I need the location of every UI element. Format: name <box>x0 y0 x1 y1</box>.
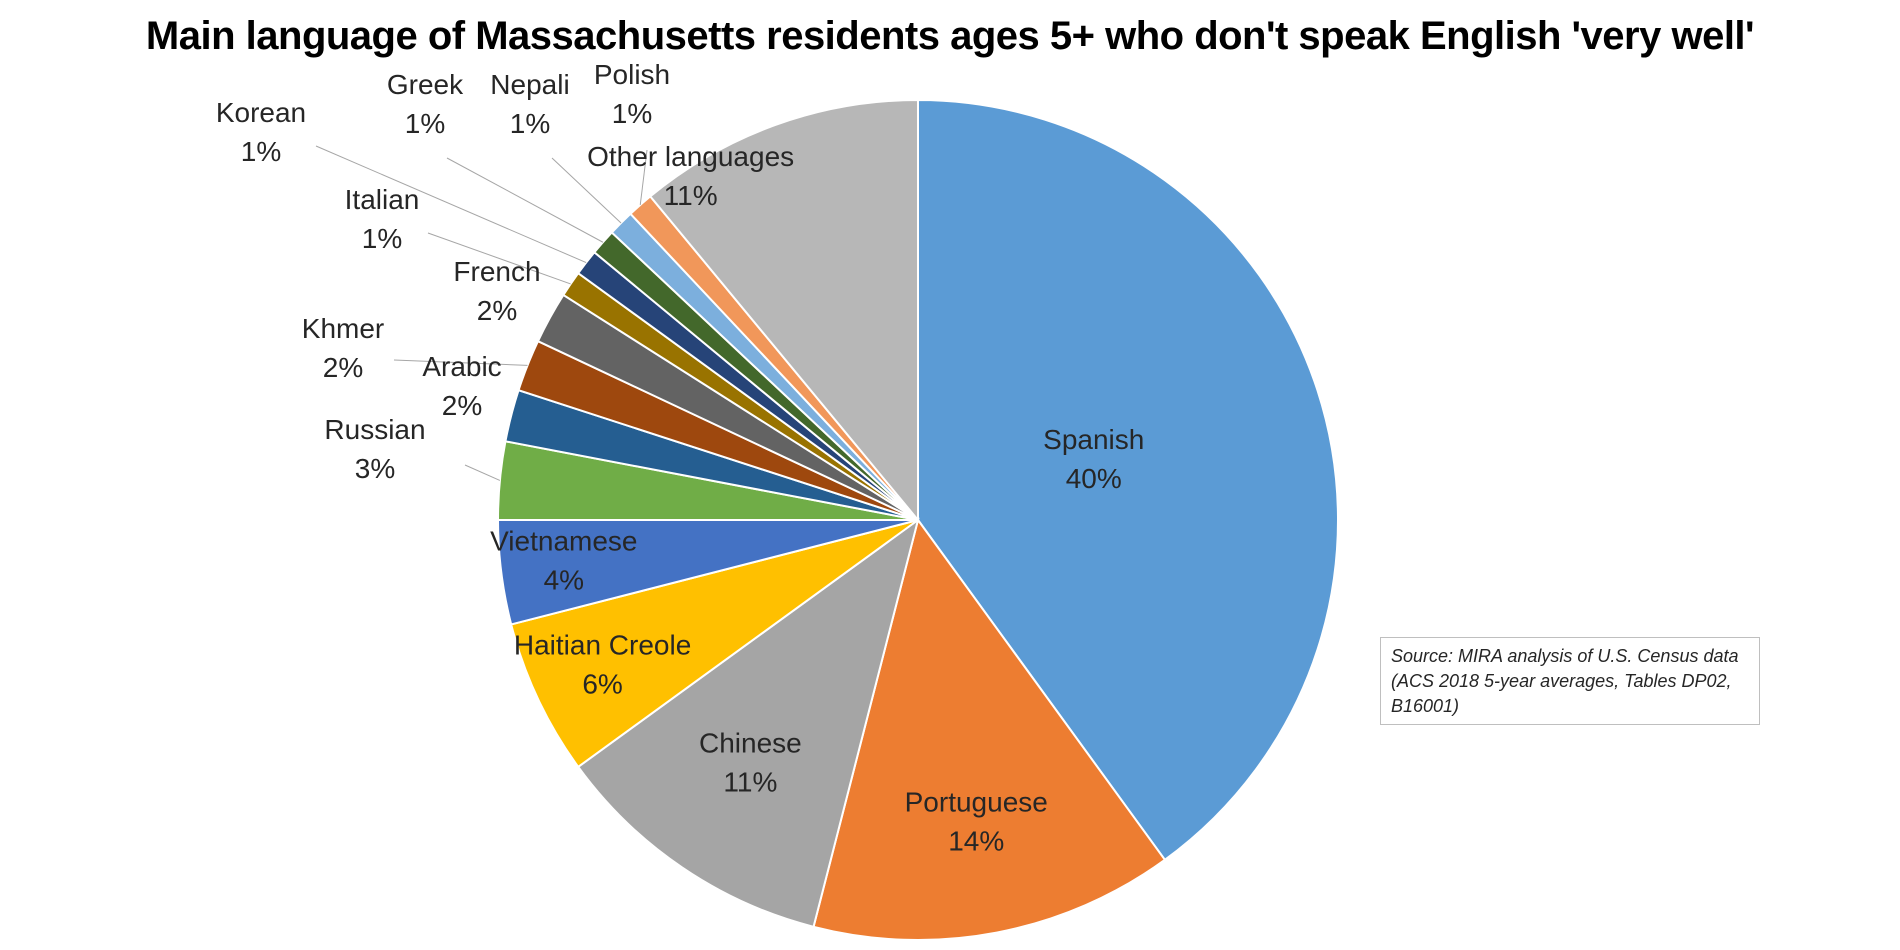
slice-value-portuguese: 14% <box>948 825 1004 856</box>
slice-name-greek: Greek <box>387 69 464 100</box>
slice-name-russian: Russian <box>324 414 425 445</box>
data-label-khmer: Khmer 2% <box>302 313 384 383</box>
pie-slice-portuguese <box>812 517 1167 941</box>
data-label-korean: Korean 1% <box>216 97 306 167</box>
data-label-haitian-creole: Haitian Creole 6% <box>514 629 691 699</box>
slice-value-russian: 3% <box>355 453 395 484</box>
data-label-vietnamese: Vietnamese 4% <box>490 526 637 596</box>
slice-value-greek: 1% <box>405 108 445 139</box>
pie-slice-other-languages <box>648 98 919 523</box>
data-label-spanish: Spanish 40% <box>1043 424 1144 494</box>
slice-name-portuguese: Portuguese <box>905 786 1048 817</box>
data-label-greek: Greek 1% <box>387 69 464 139</box>
slice-value-polish: 1% <box>612 98 652 129</box>
slice-value-korean: 1% <box>241 136 281 167</box>
data-label-polish: Polish 1% <box>594 59 670 129</box>
leader-line-khmer <box>393 359 528 366</box>
slice-value-french: 2% <box>477 295 517 326</box>
slice-value-arabic: 2% <box>442 390 482 421</box>
slice-name-haitian-creole: Haitian Creole <box>514 629 691 660</box>
slice-name-arabic: Arabic <box>422 351 501 382</box>
data-label-other-languages: Other languages 11% <box>587 141 794 211</box>
slice-name-french: French <box>453 256 540 287</box>
slice-value-nepali: 1% <box>510 108 550 139</box>
slice-name-vietnamese: Vietnamese <box>490 526 637 557</box>
slice-name-italian: Italian <box>345 184 420 215</box>
source-note: Source: MIRA analysis of U.S. Census dat… <box>1380 637 1760 725</box>
leader-line-russian <box>464 464 501 481</box>
slice-name-other-languages: Other languages <box>587 141 794 172</box>
slice-value-spanish: 40% <box>1066 463 1122 494</box>
data-label-italian: Italian 1% <box>345 184 420 254</box>
slice-name-nepali: Nepali <box>490 69 569 100</box>
chart-title: Main language of Massachusetts residents… <box>145 14 1755 58</box>
pie-slice-chinese <box>576 517 920 929</box>
slice-name-polish: Polish <box>594 59 670 90</box>
slice-value-khmer: 2% <box>323 352 363 383</box>
pie-slice-spanish <box>917 98 1339 862</box>
data-label-french: French 2% <box>453 256 540 326</box>
data-label-nepali: Nepali 1% <box>490 69 569 139</box>
slice-name-korean: Korean <box>216 97 306 128</box>
slice-name-chinese: Chinese <box>699 728 802 759</box>
leader-line-korean <box>315 145 587 264</box>
slice-value-italian: 1% <box>362 223 402 254</box>
slice-value-other-languages: 11% <box>664 180 718 211</box>
leader-line-greek <box>446 157 604 243</box>
leader-line-polish <box>639 149 648 206</box>
slice-value-haitian-creole: 6% <box>582 668 622 699</box>
slice-value-vietnamese: 4% <box>544 565 584 596</box>
slice-name-khmer: Khmer <box>302 313 384 344</box>
data-label-portuguese: Portuguese 14% <box>905 786 1048 856</box>
data-label-chinese: Chinese 11% <box>699 728 802 798</box>
data-label-arabic: Arabic 2% <box>422 351 501 421</box>
slice-value-chinese: 11% <box>723 767 777 798</box>
pie-slice-haitian-creole <box>509 519 919 769</box>
data-label-russian: Russian 3% <box>324 414 425 484</box>
leader-line-nepali <box>551 157 622 224</box>
slice-name-spanish: Spanish <box>1043 424 1144 455</box>
leader-line-italian <box>427 232 571 285</box>
